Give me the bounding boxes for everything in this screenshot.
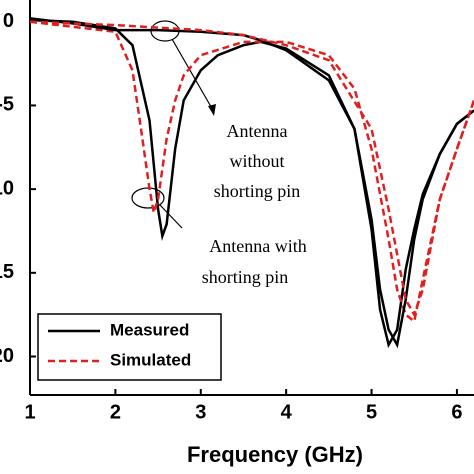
annotation: Antenna bbox=[227, 121, 288, 141]
annotation: without bbox=[229, 151, 284, 171]
legend bbox=[37, 313, 222, 381]
annotation: shorting pin bbox=[202, 267, 289, 287]
arrow-head bbox=[208, 104, 216, 116]
y-tick-label: 0 bbox=[3, 10, 14, 32]
x-tick-label: 1 bbox=[24, 401, 35, 423]
x-axis-label: Frequency (GHz) bbox=[187, 442, 363, 467]
annotation: Antenna with bbox=[209, 236, 306, 256]
pointer-line bbox=[159, 204, 183, 229]
series-line bbox=[29, 17, 474, 349]
arrow bbox=[171, 38, 215, 113]
series-line bbox=[29, 20, 474, 318]
y-tick-label: -10 bbox=[0, 177, 14, 199]
annotation: shorting pin bbox=[214, 181, 301, 201]
series-line bbox=[29, 20, 474, 324]
x-tick-label: 3 bbox=[195, 401, 206, 423]
y-tick-label: -20 bbox=[0, 345, 14, 367]
x-tick-label: 2 bbox=[110, 401, 121, 423]
y-tick-label: -5 bbox=[0, 94, 14, 116]
x-tick-label: 5 bbox=[366, 401, 377, 423]
x-tick-label: 6 bbox=[451, 401, 462, 423]
ellipse-marker bbox=[131, 187, 165, 209]
legend-label: Measured bbox=[110, 320, 189, 339]
y-tick-label: -15 bbox=[0, 261, 14, 283]
x-tick-label: 4 bbox=[281, 401, 293, 423]
legend-label: Simulated bbox=[110, 350, 191, 369]
